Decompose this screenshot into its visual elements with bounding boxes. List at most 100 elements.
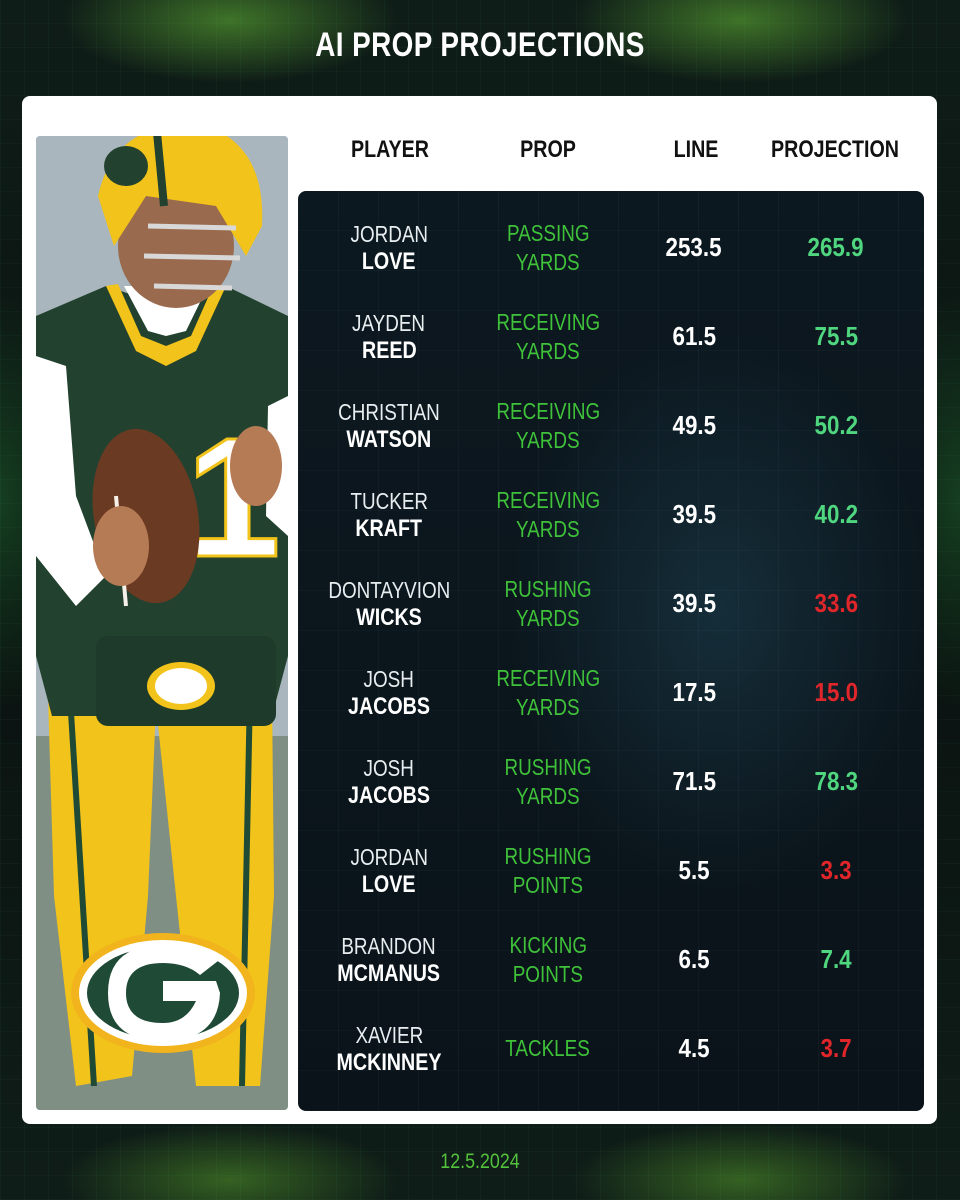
player-last-name: WATSON: [346, 425, 432, 453]
projection-value: 33.6: [814, 588, 858, 618]
player-first-name: BRANDON: [341, 932, 437, 959]
prop-type-line2: YARDS: [516, 782, 580, 809]
header-prop: PROP: [520, 136, 576, 163]
header-player: PLAYER: [350, 136, 430, 163]
prop-cell: RUSHING YARDS: [458, 559, 638, 648]
prop-cell: KICKING POINTS: [458, 915, 638, 1004]
line-value: 5.5: [678, 855, 710, 885]
projection-value: 7.4: [820, 944, 852, 974]
table-row: JAYDEN REED RECEIVING YARDS 61.5 75.5: [298, 292, 924, 381]
player-cell: XAVIER MCKINNEY: [298, 1004, 480, 1093]
player-last-name: REED: [361, 336, 417, 364]
line-value: 39.5: [672, 499, 716, 529]
projection-value: 40.2: [814, 499, 858, 529]
line-value: 71.5: [672, 766, 716, 796]
table-row: JOSH JACOBS RECEIVING YARDS 17.5 15.0: [298, 648, 924, 737]
player-first-name: JOSH: [363, 754, 415, 781]
prop-type-line1: RUSHING: [504, 753, 592, 780]
player-first-name: DONTAYVION: [328, 576, 450, 603]
prop-type-line1: RUSHING: [504, 575, 592, 602]
g-logo-icon: [71, 933, 255, 1053]
prop-type-line2: YARDS: [516, 693, 580, 720]
line-value: 6.5: [678, 944, 710, 974]
projection-cell: 3.3: [766, 826, 906, 915]
projection-value: 78.3: [814, 766, 858, 796]
player-last-name: JACOBS: [347, 692, 431, 720]
prop-type-line1: TACKLES: [505, 1035, 591, 1061]
line-cell: 49.5: [626, 381, 762, 470]
player-last-name: MCMANUS: [337, 959, 441, 987]
player-first-name: JORDAN: [350, 843, 428, 870]
prop-type-line2: YARDS: [516, 248, 580, 275]
projection-value: 75.5: [814, 321, 858, 351]
player-photo: 10: [36, 136, 288, 1110]
projections-panel: [298, 191, 924, 1111]
projection-cell: 40.2: [766, 470, 906, 559]
prop-type-line1: RECEIVING: [496, 486, 600, 513]
player-first-name: XAVIER: [355, 1021, 423, 1048]
line-cell: 61.5: [626, 292, 762, 381]
prop-type-line1: RECEIVING: [496, 397, 600, 424]
player-cell: CHRISTIAN WATSON: [298, 381, 480, 470]
player-cell: TUCKER KRAFT: [298, 470, 480, 559]
prop-type-line2: YARDS: [516, 515, 580, 542]
page-title: AI PROP PROJECTIONS: [315, 26, 645, 64]
player-cell: JOSH JACOBS: [298, 648, 480, 737]
projection-cell: 78.3: [766, 737, 906, 826]
table-row: JORDAN LOVE PASSING YARDS 253.5 265.9: [298, 203, 924, 292]
projection-cell: 3.7: [766, 1004, 906, 1093]
line-value: 39.5: [672, 588, 716, 618]
prop-type-line2: YARDS: [516, 337, 580, 364]
player-last-name: LOVE: [362, 247, 416, 275]
player-cell: JORDAN LOVE: [298, 826, 480, 915]
projection-value: 3.3: [820, 855, 852, 885]
prop-type-line2: YARDS: [516, 426, 580, 453]
projection-cell: 15.0: [766, 648, 906, 737]
header-line: LINE: [673, 136, 719, 163]
player-cell: JAYDEN REED: [298, 292, 480, 381]
projection-value: 265.9: [808, 232, 864, 262]
player-last-name: MCKINNEY: [336, 1048, 442, 1076]
table-row: CHRISTIAN WATSON RECEIVING YARDS 49.5 50…: [298, 381, 924, 470]
player-last-name: JACOBS: [347, 781, 431, 809]
line-cell: 253.5: [626, 203, 762, 292]
line-value: 17.5: [672, 677, 716, 707]
player-cell: JOSH JACOBS: [298, 737, 480, 826]
player-last-name: KRAFT: [355, 514, 423, 542]
line-cell: 5.5: [626, 826, 762, 915]
projection-value: 15.0: [814, 677, 858, 707]
line-cell: 39.5: [626, 470, 762, 559]
prop-type-line1: RECEIVING: [496, 308, 600, 335]
prop-cell: RECEIVING YARDS: [458, 470, 638, 559]
prop-cell: RUSHING YARDS: [458, 737, 638, 826]
prop-type-line2: POINTS: [512, 871, 584, 898]
prop-type-line1: KICKING: [509, 931, 587, 958]
header-projection: PROJECTION: [771, 136, 899, 163]
table-row: XAVIER MCKINNEY TACKLES 4.5 3.7: [298, 1004, 924, 1093]
prop-cell: TACKLES: [458, 1004, 638, 1093]
line-cell: 71.5: [626, 737, 762, 826]
player-first-name: JOSH: [363, 665, 415, 692]
player-cell: JORDAN LOVE: [298, 203, 480, 292]
projection-cell: 33.6: [766, 559, 906, 648]
prop-type-line2: POINTS: [512, 960, 584, 987]
line-cell: 6.5: [626, 915, 762, 1004]
prop-cell: RECEIVING YARDS: [458, 292, 638, 381]
line-cell: 39.5: [626, 559, 762, 648]
projection-value: 50.2: [814, 410, 858, 440]
projection-cell: 50.2: [766, 381, 906, 470]
line-cell: 4.5: [626, 1004, 762, 1093]
date-label: 12.5.2024: [440, 1150, 520, 1173]
projection-value: 3.7: [820, 1033, 852, 1063]
table-row: TUCKER KRAFT RECEIVING YARDS 39.5 40.2: [298, 470, 924, 559]
player-last-name: LOVE: [362, 870, 416, 898]
prop-cell: RECEIVING YARDS: [458, 648, 638, 737]
prop-type-line2: YARDS: [516, 604, 580, 631]
projection-cell: 7.4: [766, 915, 906, 1004]
line-value: 49.5: [672, 410, 716, 440]
line-value: 61.5: [672, 321, 716, 351]
player-first-name: TUCKER: [350, 487, 428, 514]
player-last-name: WICKS: [356, 603, 422, 631]
table-row: JORDAN LOVE RUSHING POINTS 5.5 3.3: [298, 826, 924, 915]
player-cell: BRANDON MCMANUS: [298, 915, 480, 1004]
